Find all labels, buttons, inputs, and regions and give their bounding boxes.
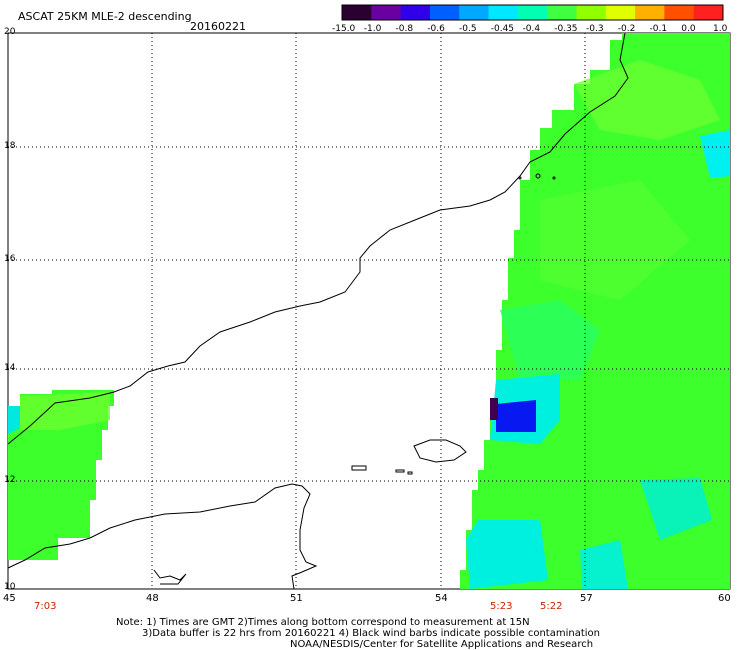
lon-label: 60 [718,593,731,604]
note-line-1: Note: 1) Times are GMT 2)Times along bot… [116,617,530,628]
swath-west [8,390,114,560]
colorbar-swatch [400,5,431,20]
lat-label: 18 [4,141,16,151]
pass-time: 7:03 [34,601,57,612]
colorbar-label: -0.35 [554,24,578,34]
colorbar-label: -0.5 [459,24,477,34]
colorbar-swatch [635,5,665,20]
coastline [7,32,629,590]
colorbar-swatch [605,5,636,20]
colorbar-label: -0.3 [586,24,604,34]
colorbar-swatch [342,5,372,20]
colorbar-border [341,4,724,21]
colorbar-swatch [664,5,695,20]
colorbar-swatch [429,5,460,20]
colorbar-swatch [459,5,490,20]
colorbar-swatch [371,5,402,20]
colorbar-swatch [517,5,548,20]
lat-label: 14 [4,363,16,373]
lon-label: 51 [290,593,303,604]
pass-time: 5:22 [540,601,563,612]
colorbar [341,4,724,21]
lat-label: 16 [4,254,16,264]
lat-label: 12 [4,475,16,485]
swath-east [460,33,730,589]
lat-label: 10 [4,582,16,592]
colorbar-label: -0.45 [490,24,515,34]
colorbar-label: -0.4 [522,24,541,34]
colorbar-swatch [693,5,724,20]
colorbar-swatch [547,5,577,20]
lon-label: 48 [146,593,159,604]
note-line-3: NOAA/NESDIS/Center for Satellite Applica… [290,639,594,650]
colorbar-swatch [576,5,607,20]
lat-label: 20 [4,27,16,37]
colorbar-label: -0.1 [649,24,668,34]
grid-lines [8,33,730,589]
note-line-2: 3)Data buffer is 22 hrs from 20160221 4)… [142,628,600,639]
lon-label: 45 [3,593,16,604]
colorbar-label: -1.0 [363,24,382,34]
colorbar-swatch [488,5,519,20]
colorbar-label: 0.0 [681,24,696,34]
lon-label: 54 [435,593,448,604]
colorbar-label: -0.8 [395,24,414,34]
colorbar-label: -0.2 [617,24,636,34]
map-title: ASCAT 25KM MLE-2 descending [18,10,192,23]
colorbar-label: -15.0 [332,24,356,34]
colorbar-label: 1.0 [713,24,728,34]
map-date: 20160221 [190,20,246,33]
lon-label: 57 [580,593,593,604]
pass-time: 5:23 [490,601,513,612]
colorbar-label: -0.6 [427,24,445,34]
